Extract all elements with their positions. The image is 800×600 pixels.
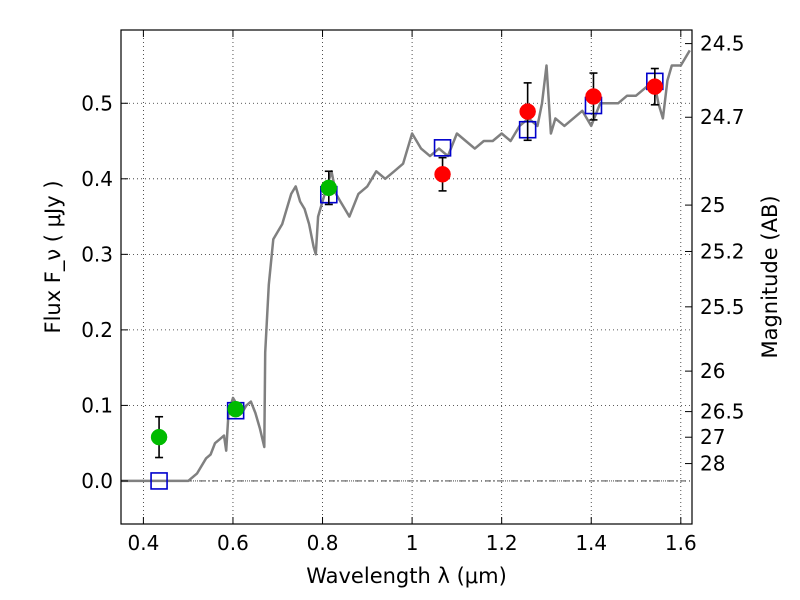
- y2-axis-title: Magnitude (AB): [758, 195, 782, 358]
- model-photometry-point: [150, 472, 168, 490]
- mag-tick-label: 25: [700, 193, 725, 217]
- y-tick-label: 0.0: [81, 469, 113, 493]
- plot-layer: [121, 49, 691, 490]
- y-tick-label: 0.4: [81, 167, 113, 191]
- x-tick-label: 1.2: [486, 531, 518, 555]
- plot-frame: [120, 29, 693, 525]
- mag-tick-label: 28: [700, 452, 725, 476]
- y-tick-label: 0.2: [81, 318, 113, 342]
- model-photometry-point: [433, 139, 452, 157]
- model-spectrum-line: [121, 49, 691, 483]
- observed-point-red: [646, 78, 664, 95]
- mag-tick-label: 24.7: [700, 105, 745, 129]
- grid-layer: [121, 30, 692, 524]
- x-tick-label: 0.8: [307, 531, 339, 555]
- y-axis-title: Flux F_ν ( μJy ): [41, 180, 66, 333]
- mag-tick-label: 25.2: [700, 239, 745, 263]
- x-tick-label: 1.6: [665, 531, 697, 555]
- x-tick-label: 0.4: [127, 531, 159, 555]
- observed-point-green: [150, 428, 168, 446]
- x-tick-label: 0.6: [217, 531, 249, 555]
- mag-tick-label: 25.5: [700, 295, 745, 319]
- mag-tick-label: 26.5: [700, 400, 745, 424]
- observed-point-green: [320, 179, 338, 197]
- y-tick-label: 0.3: [81, 242, 113, 266]
- mag-tick-label: 26: [700, 359, 725, 383]
- observed-point-red: [434, 166, 451, 183]
- mag-tick-label: 27: [700, 425, 725, 449]
- x-tick-label: 1: [406, 531, 419, 555]
- observed-point-red: [519, 103, 536, 120]
- y-tick-label: 0.1: [81, 393, 113, 417]
- x-axis-title: Wavelength λ (μm): [306, 564, 507, 588]
- observed-point-red: [585, 88, 602, 105]
- mag-tick-label: 24.5: [700, 32, 745, 56]
- y-tick-label: 0.5: [81, 91, 113, 115]
- observed-point-green: [227, 400, 244, 418]
- tick-layer: 0.4 0.6 0.8 1 1.2 1.4 1.6 0.0 0.1 0.2 0.3 0.4 0.5 24.…: [81, 30, 745, 555]
- x-tick-label: 1.4: [575, 531, 607, 555]
